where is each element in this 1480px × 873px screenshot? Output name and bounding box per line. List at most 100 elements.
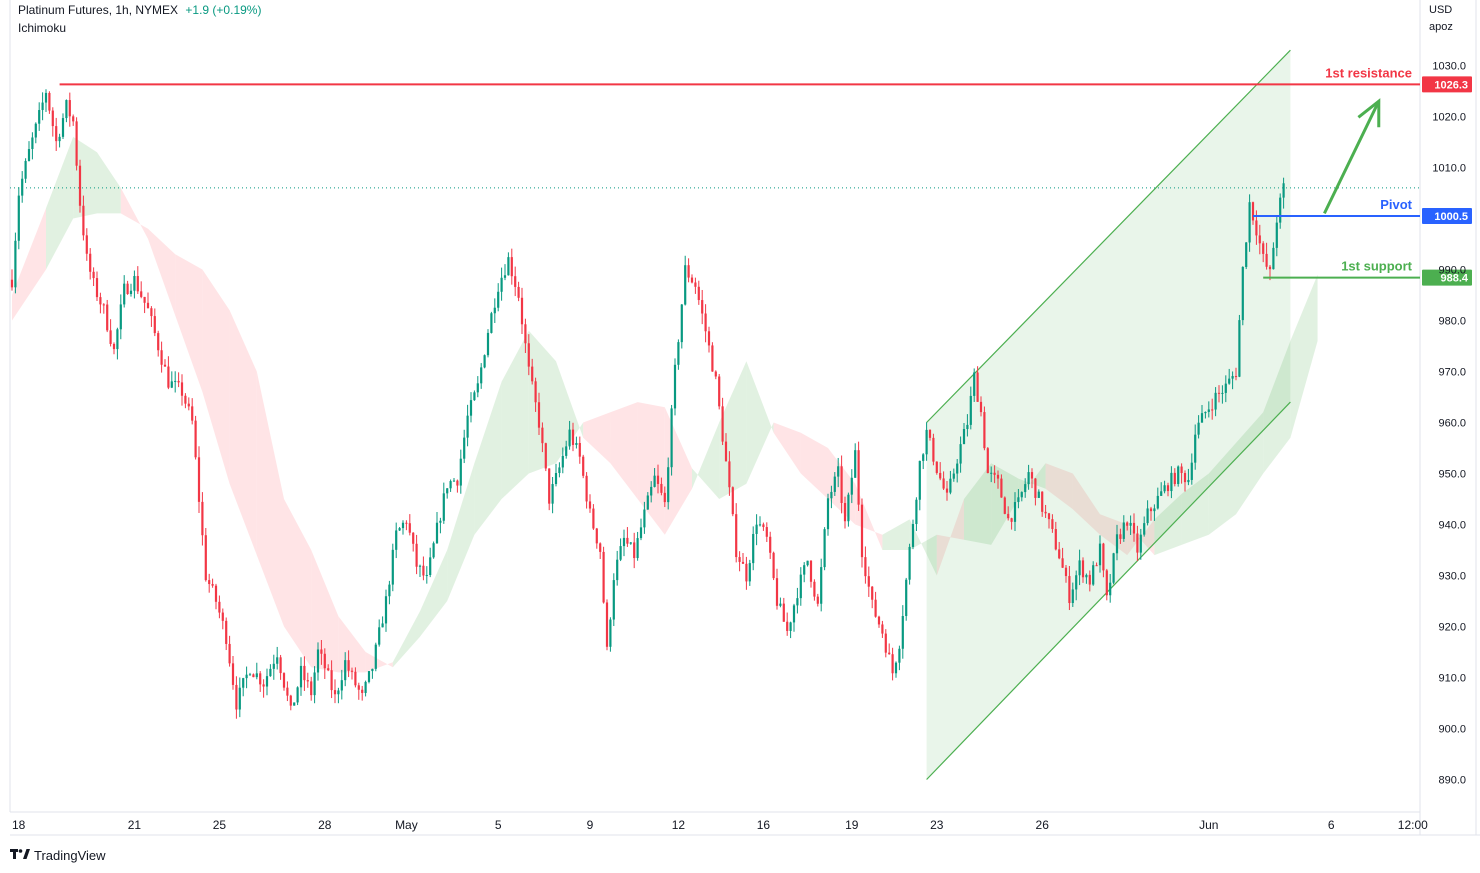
candle-body (208, 580, 211, 585)
candle-body (435, 522, 439, 544)
candle-body (874, 599, 877, 617)
candle-body (48, 92, 51, 111)
candle-body (891, 654, 894, 674)
candle-body (1017, 497, 1020, 503)
candle-body (1024, 484, 1027, 493)
candle-body (765, 527, 768, 537)
candle-body (1078, 560, 1081, 576)
candle-body (911, 524, 915, 547)
candle-body (313, 672, 316, 696)
candle-body (973, 372, 976, 396)
candle-body (476, 383, 479, 393)
candle-body (803, 565, 806, 575)
cloud-segment (1290, 274, 1318, 438)
candle-body (191, 406, 194, 421)
candle-body (1265, 253, 1268, 267)
cloud-segment (610, 402, 638, 499)
candle-body (1228, 378, 1231, 384)
candle-body (405, 522, 408, 524)
candle-body (908, 546, 911, 580)
candle-body (95, 278, 99, 298)
y-tick-label: 1020.0 (1432, 112, 1466, 124)
candle-body (330, 670, 333, 691)
level-price-tag (1422, 269, 1472, 286)
cloud-segment (175, 254, 203, 392)
y-tick-label: 920.0 (1438, 622, 1466, 634)
candle-body (1211, 409, 1214, 411)
candle-body (99, 297, 102, 305)
candle-body (1231, 376, 1234, 379)
candle-body (265, 676, 269, 687)
candle-body (646, 495, 649, 510)
candle-body (639, 527, 643, 539)
candle-body (1041, 491, 1044, 512)
indicator-label[interactable]: Ichimoku (18, 21, 67, 35)
candle-body (381, 623, 384, 628)
cloud-segment (392, 611, 420, 668)
candle-body (660, 483, 663, 493)
candle-body (847, 494, 850, 522)
candle-body (721, 406, 724, 442)
candle-body (986, 448, 989, 474)
candle-body (605, 602, 609, 647)
candle-body (422, 565, 425, 576)
candle-body (905, 579, 908, 617)
candle-body (588, 501, 592, 509)
cloud-segment (12, 208, 46, 321)
candle-body (27, 149, 31, 161)
axes: 1030.01020.01010.0990.0980.0970.0960.095… (12, 61, 1466, 833)
x-tick-label: 12 (672, 818, 686, 832)
candle-body (752, 533, 755, 564)
candle-body (85, 235, 88, 254)
tradingview-brand[interactable]: TradingView (10, 848, 106, 863)
candle-body (1081, 560, 1085, 578)
symbol-title[interactable]: Platinum Futures, 1h, NYMEX (18, 3, 179, 17)
candle-body (514, 276, 517, 287)
candle-body (684, 265, 687, 305)
candle-body (735, 514, 738, 558)
x-tick-label: 19 (845, 818, 859, 832)
candle-body (1115, 534, 1119, 554)
candle-body (1149, 508, 1153, 512)
candle-body (272, 663, 275, 669)
candle-body (1272, 247, 1275, 270)
cloud-segment (501, 330, 529, 499)
candle-body (299, 665, 303, 688)
candle-body (1160, 491, 1163, 496)
candle-body (1126, 522, 1129, 526)
cloud-segment (474, 381, 502, 535)
cloud-segment (420, 550, 448, 637)
candle-body (748, 563, 751, 582)
price-axis-currency: USD (1429, 4, 1452, 16)
candle-body (1109, 582, 1112, 596)
y-tick-label: 900.0 (1438, 724, 1466, 736)
candle-body (187, 403, 190, 407)
candle-body (452, 480, 456, 482)
candle-body (1166, 485, 1170, 492)
candle-body (595, 528, 598, 544)
candle-body (395, 530, 398, 550)
candle-body (582, 456, 585, 476)
candle-body (894, 662, 898, 674)
candle-body (412, 532, 415, 544)
candle-body (653, 475, 656, 487)
candle-body (575, 442, 578, 445)
candle-body (840, 466, 843, 503)
candle-body (1217, 392, 1221, 394)
candle-body (1132, 522, 1136, 534)
candle-body (701, 300, 704, 314)
candle-body (1034, 478, 1037, 498)
candle-body (1224, 383, 1227, 393)
candle-body (952, 473, 955, 479)
candle-body (184, 395, 187, 404)
candle-body (418, 565, 422, 567)
candle-body (690, 277, 694, 283)
candle-body (656, 475, 660, 484)
candle-body (922, 454, 925, 461)
candle-body (558, 467, 561, 474)
candle-body (755, 524, 758, 534)
candle-body (31, 137, 34, 150)
candle-body (779, 603, 782, 606)
candle-body (864, 557, 867, 577)
